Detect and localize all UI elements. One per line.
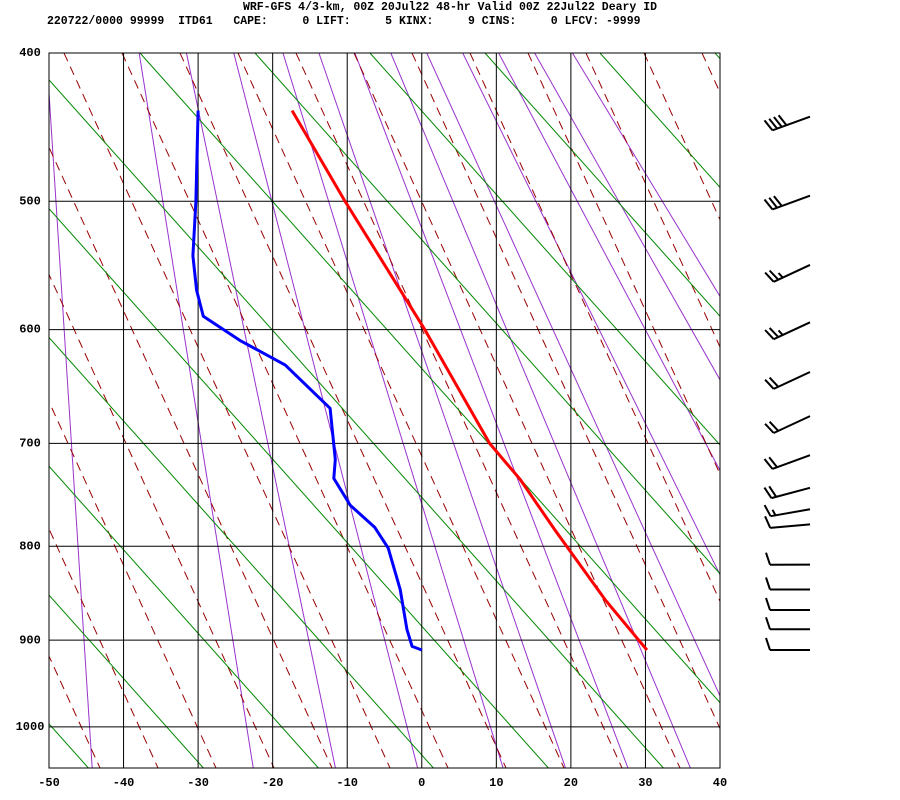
wind-barb-shape bbox=[765, 577, 811, 591]
dry-adiabat bbox=[599, 53, 720, 189]
x-tick-label: -40 bbox=[113, 776, 135, 790]
mixing-ratio-line bbox=[237, 53, 565, 768]
wind-barb-shape bbox=[763, 454, 811, 470]
isopleth-line bbox=[354, 53, 629, 768]
dry-adiabat bbox=[139, 53, 720, 704]
wind-barb bbox=[765, 577, 811, 591]
isopleth-line bbox=[498, 53, 720, 472]
isopleth-line bbox=[572, 53, 720, 298]
mixing-ratio-line bbox=[411, 53, 720, 730]
y-tick-label: 900 bbox=[19, 633, 41, 647]
wind-barb-shape bbox=[763, 194, 811, 211]
wind-barb-shape bbox=[763, 504, 811, 518]
dry-adiabat bbox=[49, 79, 664, 768]
x-tick-label: 30 bbox=[638, 776, 652, 790]
x-tick-label: 40 bbox=[713, 776, 727, 790]
wind-barb-shape bbox=[763, 114, 811, 132]
wind-barb-shape bbox=[763, 485, 811, 500]
isopleth-line bbox=[390, 53, 691, 768]
x-tick-label: 0 bbox=[418, 776, 425, 790]
y-tick-label: 600 bbox=[19, 323, 41, 337]
wind-barb-shape bbox=[765, 597, 811, 612]
mixing-ratio-line bbox=[63, 53, 391, 768]
mixing-ratio-line bbox=[179, 53, 507, 768]
wind-barb bbox=[765, 597, 811, 612]
chart-title: WRF-GFS 4/3-km, 00Z 20Jul22 48-hr Valid … bbox=[243, 1, 657, 14]
isopleth-line bbox=[462, 53, 720, 576]
dry-adiabat bbox=[254, 53, 720, 575]
y-tick-label: 400 bbox=[19, 46, 41, 60]
dry-adiabat bbox=[49, 207, 549, 768]
wind-barb bbox=[763, 114, 811, 132]
wind-barb-shape bbox=[764, 515, 811, 529]
isopleth-line bbox=[282, 53, 504, 768]
wind-barb bbox=[764, 264, 811, 283]
wind-barb bbox=[765, 637, 811, 652]
wind-barb bbox=[763, 504, 811, 518]
isopleth-line bbox=[138, 53, 254, 768]
wind-barb-shape bbox=[764, 415, 811, 434]
wind-barb-shape bbox=[765, 616, 811, 631]
mixing-ratio-line bbox=[49, 273, 275, 768]
y-tick-label: 800 bbox=[19, 539, 41, 553]
isopleth-line bbox=[534, 53, 720, 381]
isopleth-line bbox=[49, 84, 93, 768]
x-tick-label: 20 bbox=[564, 776, 578, 790]
dry-adiabat bbox=[484, 53, 720, 317]
wind-barb bbox=[763, 454, 811, 470]
y-tick-label: 700 bbox=[19, 437, 41, 451]
x-tick-label: -30 bbox=[187, 776, 209, 790]
wind-barb-shape bbox=[765, 552, 811, 566]
x-tick-label: -10 bbox=[336, 776, 358, 790]
wind-barb bbox=[764, 371, 811, 390]
wind-barb bbox=[765, 616, 811, 631]
wind-barb bbox=[763, 194, 811, 211]
wind-barb bbox=[763, 485, 811, 500]
wind-barb-shape bbox=[764, 321, 811, 341]
chart-subtitle: 220722/0000 99999 ITD61 CAPE: 0 LIFT: 5 … bbox=[47, 15, 641, 28]
wind-barb-shape bbox=[764, 264, 811, 283]
isopleth-line bbox=[233, 53, 419, 768]
mixing-ratio-line bbox=[527, 53, 720, 476]
wind-barb bbox=[764, 515, 811, 529]
mixing-ratio-line bbox=[49, 400, 217, 768]
wind-barb-shape bbox=[765, 637, 811, 652]
dry-adiabat bbox=[49, 594, 204, 768]
x-tick-label: 10 bbox=[489, 776, 503, 790]
x-tick-label: -50 bbox=[38, 776, 60, 790]
wind-barb bbox=[765, 552, 811, 566]
dry-adiabat bbox=[369, 53, 720, 446]
x-tick-label: -20 bbox=[262, 776, 284, 790]
wind-barb-shape bbox=[764, 371, 811, 390]
wind-barb bbox=[764, 415, 811, 434]
profile-line bbox=[191, 110, 423, 652]
reference-lines bbox=[49, 53, 720, 768]
dry-adiabat bbox=[49, 336, 434, 768]
isopleth-line bbox=[185, 53, 336, 768]
y-tick-label: 1000 bbox=[16, 720, 45, 734]
isopleth-line bbox=[318, 53, 566, 768]
dry-adiabat bbox=[49, 465, 319, 768]
mixing-ratio-line bbox=[49, 146, 333, 768]
wind-barb bbox=[764, 321, 811, 341]
mixing-ratio-line bbox=[353, 53, 681, 768]
y-tick-label: 500 bbox=[19, 194, 41, 208]
profile-line bbox=[290, 109, 649, 651]
mixing-ratio-line bbox=[121, 53, 449, 768]
isopleth-line bbox=[426, 53, 720, 698]
mixing-ratio-line bbox=[469, 53, 720, 603]
